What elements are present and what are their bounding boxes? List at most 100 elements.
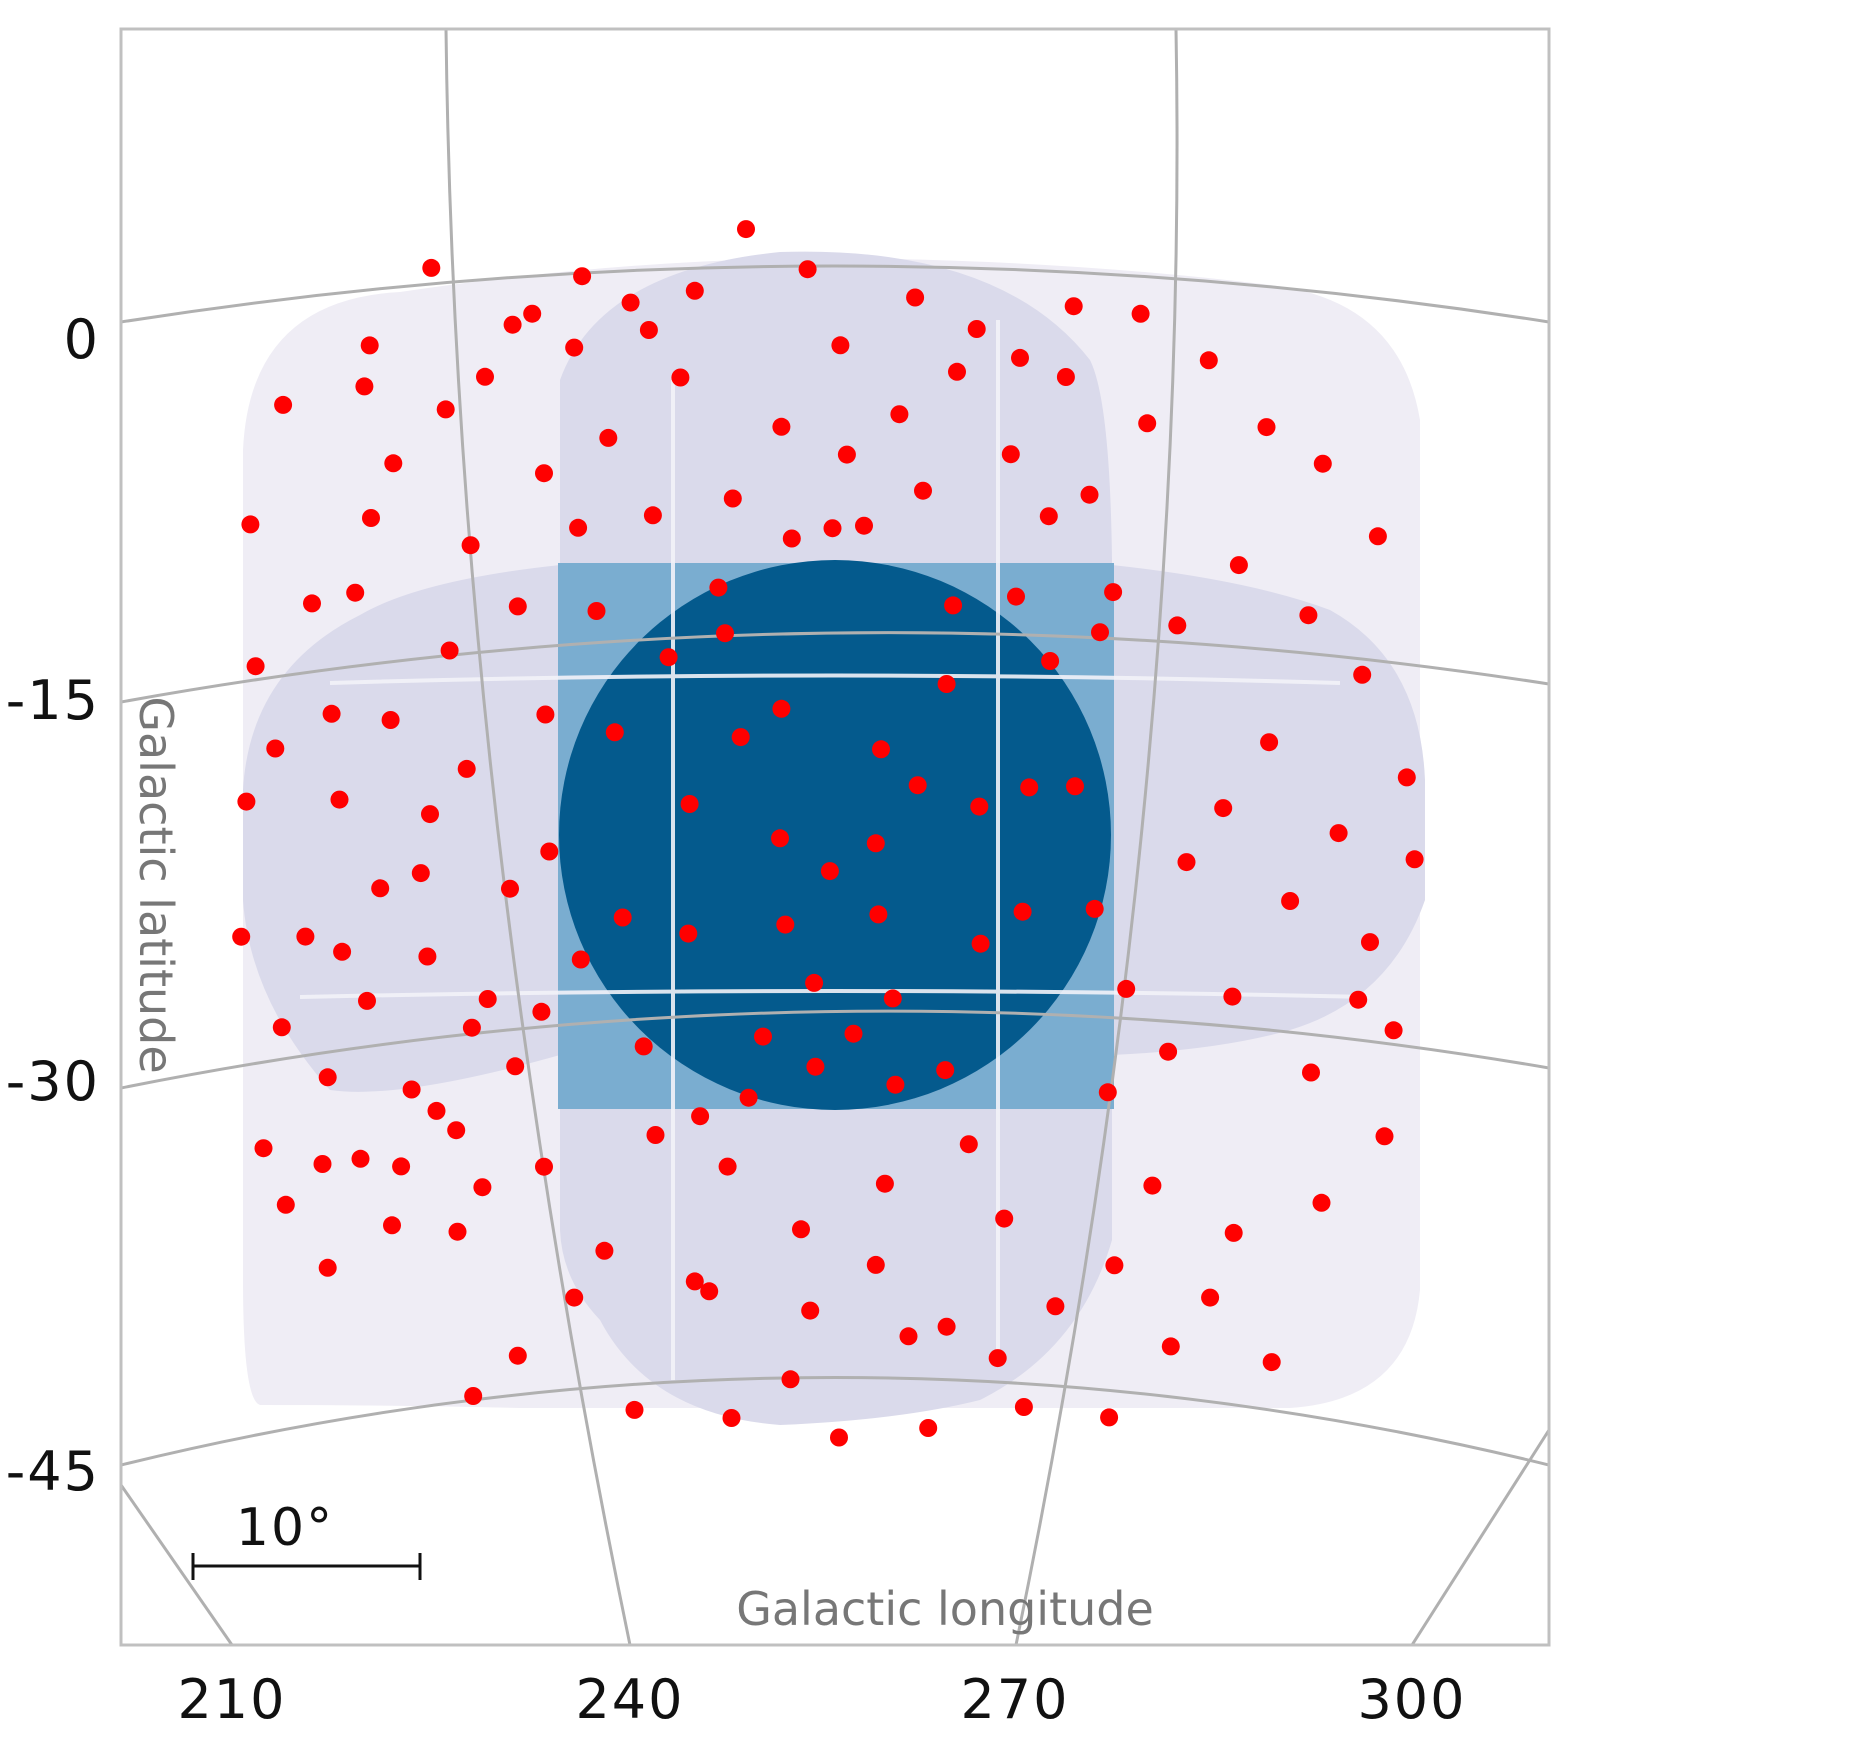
grid-line-lon-270: [1014, 29, 1179, 1645]
scatter-point: [402, 1080, 421, 1099]
scatter-point: [595, 1241, 614, 1260]
scatter-point: [1011, 348, 1029, 367]
scatter-point: [948, 362, 966, 381]
scatter-point: [869, 905, 888, 924]
scatter-point: [1313, 454, 1332, 473]
scatter-point: [587, 602, 606, 620]
scatter-point: [798, 260, 817, 279]
scatter-point: [908, 776, 927, 795]
scatter-point: [422, 258, 441, 277]
scatter-point: [625, 1400, 644, 1419]
scatter-point: [685, 1272, 704, 1291]
scatter-point: [685, 281, 704, 300]
scatter-point: [823, 519, 842, 538]
scatter-point: [937, 1317, 956, 1336]
scatter-point: [1281, 892, 1300, 910]
scatter-point: [1368, 527, 1387, 546]
scatter-point: [643, 506, 662, 525]
scatter-point: [303, 594, 321, 613]
scatter-point: [333, 942, 352, 961]
scatter-point: [792, 1220, 810, 1239]
scatter-point: [1085, 899, 1104, 918]
plot-frame: [119, 27, 1551, 1647]
scatter-point: [1117, 979, 1136, 998]
scatter-point: [421, 805, 439, 824]
scatter-point: [540, 842, 559, 861]
scatter-points: [232, 220, 1424, 1447]
scatter-point: [919, 1419, 938, 1437]
scatter-point: [872, 740, 890, 759]
scatter-point: [679, 924, 698, 943]
grid-line-lat-0: [121, 264, 1549, 324]
scatter-point: [1056, 368, 1075, 386]
scatter-point: [716, 624, 734, 643]
scatter-point: [831, 336, 850, 355]
scatter-point: [995, 1209, 1014, 1228]
scatter-point: [1199, 351, 1218, 370]
coverage-core-disk: [559, 560, 1111, 1110]
scatter-point: [384, 454, 403, 473]
scatter-point: [330, 790, 349, 809]
scatter-point: [899, 1327, 918, 1346]
y-tick-label: 0: [64, 308, 100, 371]
scatter-point: [837, 445, 856, 464]
scatter-point: [1013, 902, 1032, 921]
scatter-point: [569, 518, 588, 537]
scatter-point: [318, 1258, 337, 1277]
scatter-point: [1066, 777, 1084, 796]
scatter-point: [805, 973, 824, 992]
coverage-layer: [121, 29, 1549, 1645]
scatter-point: [1201, 1288, 1220, 1307]
scatter-point: [506, 1057, 525, 1076]
scatter-point: [360, 336, 379, 355]
x-tick-labels: 210 240 270 300: [177, 1668, 1464, 1731]
scatter-point: [936, 1061, 955, 1080]
scatter-point: [1064, 297, 1083, 316]
x-tick-label: 270: [960, 1668, 1069, 1731]
scatter-point: [447, 1121, 466, 1140]
scatter-point: [1302, 1063, 1320, 1082]
scatter-point: [1397, 768, 1416, 787]
grid-lines: [121, 29, 1549, 1645]
scatter-point: [1262, 1353, 1281, 1372]
scatter-point: [914, 481, 932, 500]
scatter-point: [820, 862, 839, 881]
scatter-point: [613, 908, 632, 927]
scale-bar: 10°: [191, 1498, 422, 1580]
scatter-point: [427, 1101, 446, 1120]
scatter-point: [362, 509, 380, 527]
y-tick-label: -15: [6, 669, 100, 732]
scatter-point: [1312, 1193, 1331, 1212]
scatter-point: [508, 1346, 527, 1365]
y-axis-title: Galactic latitude: [129, 696, 183, 1073]
scatter-point: [523, 304, 542, 323]
y-tick-label: -30: [6, 1050, 100, 1113]
scatter-point: [605, 723, 624, 742]
x-tick-label: 210: [177, 1668, 286, 1731]
scatter-point: [351, 1149, 370, 1168]
scatter-point: [565, 1288, 584, 1307]
scatter-point: [436, 400, 455, 419]
scatter-point: [322, 704, 341, 723]
scatter-point: [1353, 665, 1372, 684]
scatter-point: [276, 1195, 295, 1214]
scatter-point: [1020, 778, 1039, 797]
scatter-point: [508, 597, 527, 616]
scatter-point: [772, 417, 791, 436]
scatter-point: [1168, 616, 1187, 635]
scatter-point: [801, 1301, 820, 1320]
scatter-point: [535, 1157, 553, 1176]
scatter-point: [722, 1409, 741, 1427]
scale-bar-label: 10°: [236, 1498, 334, 1558]
scatter-point: [1091, 623, 1109, 642]
grid-line-lat-minus15: [121, 631, 1549, 704]
grid-line-lat-minus30: [121, 1009, 1549, 1090]
scatter-point: [313, 1155, 332, 1173]
scatter-point: [906, 288, 925, 307]
scatter-point: [1361, 933, 1379, 952]
scatter-point: [944, 596, 963, 615]
scatter-point: [1041, 652, 1060, 670]
scatter-point: [959, 1135, 978, 1154]
y-tick-label: -45: [6, 1440, 100, 1503]
x-tick-label: 240: [575, 1668, 684, 1731]
